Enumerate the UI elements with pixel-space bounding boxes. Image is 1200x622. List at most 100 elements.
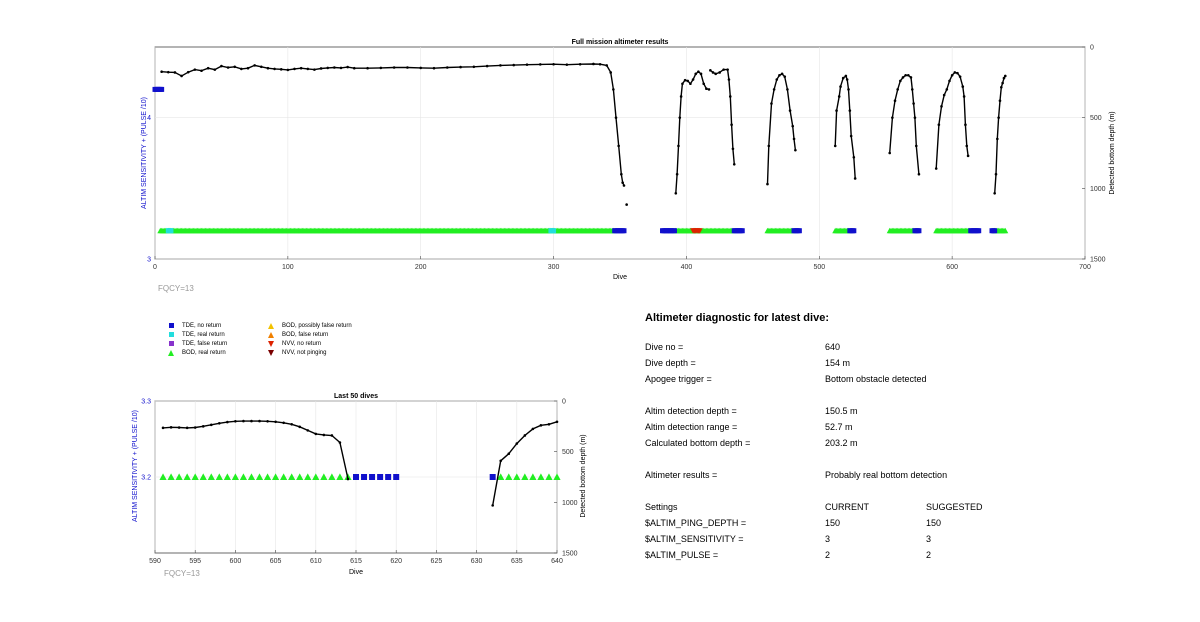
depth-point [962,95,966,98]
legend-item: BOD, real return [160,348,270,357]
main-y-axis-label-left: ALTIM SENSITIVITY + (PULSE /10) [141,97,148,209]
depth-point [913,116,917,119]
depth-point [837,95,841,98]
depth-point [625,203,628,206]
diag-value: 203.2 m [825,438,858,448]
depth-point [904,73,907,77]
diag-row-pulse: $ALTIM_PULSE = 2 2 [645,550,1065,566]
diag-label: Altim detection depth = [645,406,737,416]
depth-point [1000,85,1003,89]
depth-point [794,148,797,152]
diag-value: 52.7 m [825,422,853,432]
diag-label: $ALTIM_SENSITIVITY = [645,534,744,544]
depth-point [622,184,626,187]
diag-row-apogee: Apogee trigger = Bottom obstacle detected [645,374,1065,390]
marker-square [796,228,802,234]
x-tick-label: 100 [282,264,294,271]
depth-point [778,73,781,77]
depth-point [844,74,848,78]
depth-point [891,116,894,119]
depth-point [718,71,721,74]
depth-point [728,95,732,98]
legend-label: BOD, false return [282,331,329,338]
depth-point [775,78,779,81]
depth-point [694,72,698,76]
main-grid [154,47,1086,260]
depth-point [849,134,853,138]
depth-point [956,71,959,75]
legend-item: NVV, no return [260,339,370,348]
depth-point [1002,76,1006,80]
depth-point [731,147,735,151]
depth-point [686,79,690,83]
x-tick-label: 400 [681,264,693,271]
depth-point [432,66,436,70]
depth-point [273,67,276,71]
depth-point [848,109,852,112]
depth-point [853,177,857,180]
depth-point [767,144,771,148]
diag-value: 154 m [825,358,851,368]
legend-label: NVV, no return [282,340,322,347]
marker-triangle-down [696,228,703,234]
legend-item: NVV, not pinging [260,348,370,357]
depth-point [839,85,842,88]
diag-value: 640 [825,342,841,352]
depth-point [609,71,612,74]
depth-point [681,82,684,86]
diag-label: Settings [645,502,678,512]
depth-series-line [834,74,856,179]
depth-point [996,137,999,141]
depth-point [1001,81,1004,85]
depth-point [674,191,678,195]
depth-point [406,66,409,69]
marker-square [851,228,857,234]
depth-point [246,66,250,70]
depth-point [233,65,237,69]
depth-point [901,76,905,79]
depth-point [732,163,736,166]
triangle-up-marker-icon [268,322,274,329]
depth-point [993,191,996,195]
diag-label: Dive no = [645,342,684,352]
diag-label: $ALTIM_PING_DEPTH = [645,518,747,528]
depth-point [293,67,296,71]
depth-point [997,116,1000,119]
depth-point [994,172,998,176]
depth-point [565,63,569,66]
diag-row-sensitivity: $ALTIM_SENSITIVITY = 3 3 [645,534,1065,550]
main-x-ticks: 0 100 200 300 400 500 600 700 [153,256,1091,271]
diag-label: Dive depth = [645,358,696,368]
depth-point [917,172,921,176]
depth-point [772,88,776,91]
diag-value: 150.5 m [825,406,858,416]
depth-point [788,109,792,112]
depth-point [707,88,711,91]
depth-point [899,79,902,83]
depth-point [226,66,230,69]
depth-point [998,99,1002,103]
y-tick-label-right: 500 [1090,115,1102,122]
depth-point [909,76,913,79]
diag-row-settings-header: Settings CURRENT SUGGESTED [645,502,1065,518]
depth-point [841,76,845,80]
depth-point [333,66,336,69]
diag-label: Altimeter results = [645,470,718,480]
depth-series-line [675,70,710,194]
depth-point [966,154,970,158]
depth-point [964,123,967,127]
depth-point [770,102,773,105]
diag-row-detection-depth: Altim detection depth = 150.5 m [645,406,1065,422]
depth-point [605,64,609,67]
depth-point [711,71,715,74]
depth-point [166,70,170,74]
legend-item: TDE, false return [160,339,270,348]
depth-point [313,68,316,71]
depth-point [392,66,396,69]
depth-point [286,68,290,72]
diag-value-current: 150 [825,518,841,528]
depth-point [726,68,729,71]
depth-point [678,116,682,119]
depth-point [937,123,941,127]
depth-point [419,66,423,70]
